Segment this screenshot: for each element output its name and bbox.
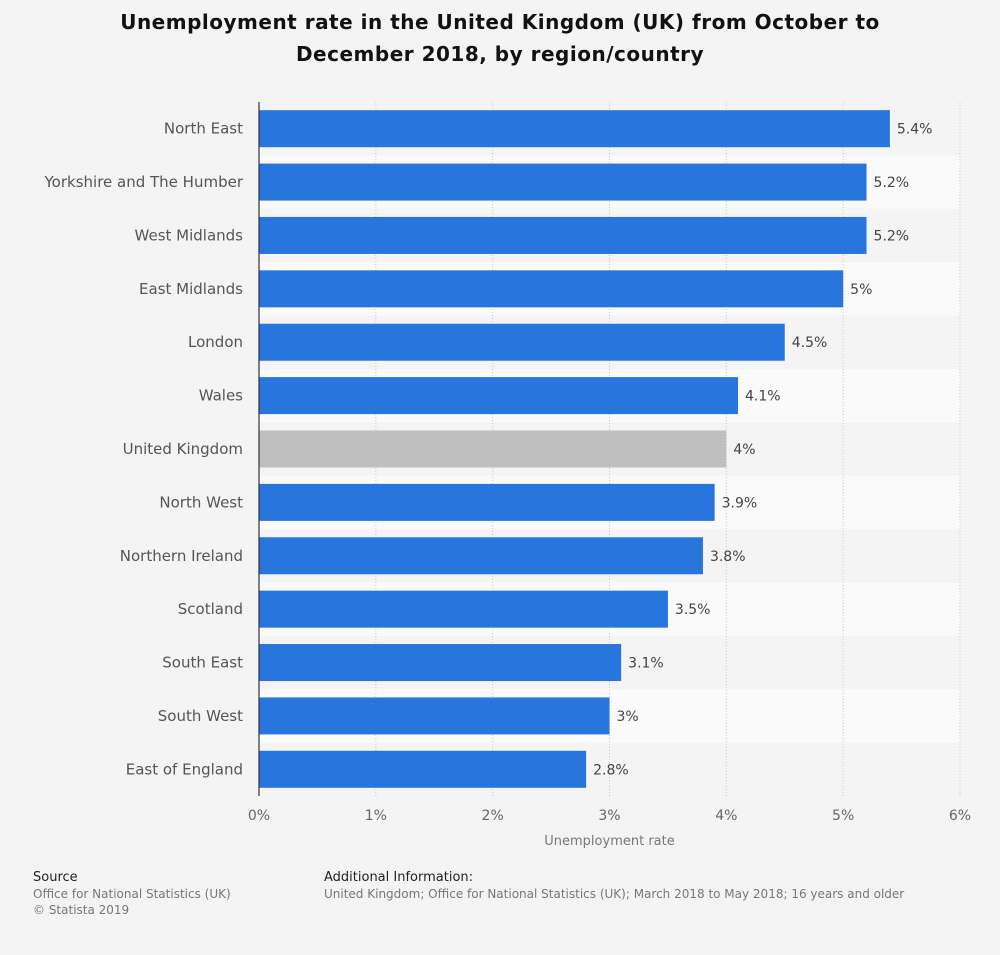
value-label: 5.4% [897,122,933,138]
category-label: South East [162,654,243,672]
value-label: 2.8% [593,762,629,778]
bar[interactable] [259,750,587,788]
category-label: Northern Ireland [120,547,243,565]
additional-info-heading: Additional Information: [324,870,474,885]
x-tick-label: 1% [365,808,387,824]
bar[interactable] [259,323,785,361]
category-label: United Kingdom [123,440,243,458]
value-label: 3.5% [675,602,711,618]
bar[interactable] [259,110,890,148]
category-label: North East [164,120,243,138]
value-label: 3.8% [710,549,746,565]
x-tick-label: 4% [715,808,737,824]
bar[interactable] [259,483,715,521]
value-label: 5.2% [874,175,910,191]
category-label: East of England [126,760,243,778]
x-tick-label: 0% [248,808,270,824]
value-label: 3% [617,709,639,725]
value-label: 5% [850,282,872,298]
bar[interactable] [259,163,867,201]
bar[interactable] [259,270,844,308]
category-label: South West [158,707,243,725]
x-tick-label: 3% [598,808,620,824]
category-label: East Midlands [139,280,243,298]
source-heading: Source [33,870,78,885]
category-label: West Midlands [135,226,244,244]
copyright-line: © Statista 2019 [33,903,130,917]
bar[interactable] [259,537,703,575]
bar[interactable] [259,216,867,254]
category-label: Scotland [178,600,243,618]
category-label: North West [159,493,243,511]
x-axis-title: Unemployment rate [544,834,674,849]
category-label: Wales [199,387,243,405]
category-label: London [188,333,243,351]
bar-chart: North East Yorkshire and The Humber West M… [44,102,971,849]
additional-info-block: Additional Information: United Kingdom; … [324,870,904,902]
source-block: Source Office for National Statistics (U… [33,870,231,918]
bar[interactable] [259,644,622,682]
x-tick-label: 6% [949,808,971,824]
source-line[interactable]: Office for National Statistics (UK) [33,887,231,901]
value-label: 4.5% [792,335,828,351]
bar[interactable] [259,590,668,628]
category-label: Yorkshire and The Humber [44,173,244,191]
value-label: 5.2% [874,228,910,244]
value-label: 4.1% [745,389,781,405]
value-label: 3.9% [722,495,758,511]
x-tick-label: 2% [482,808,504,824]
bar[interactable] [259,697,610,735]
bar[interactable] [259,430,727,468]
bar[interactable] [259,377,739,415]
value-label: 4% [733,442,755,458]
additional-info-text: United Kingdom; Office for National Stat… [324,887,905,901]
chart-title: Unemployment rate in the United Kingdom … [120,10,880,66]
value-label: 3.1% [628,656,664,672]
x-tick-label: 5% [832,808,854,824]
